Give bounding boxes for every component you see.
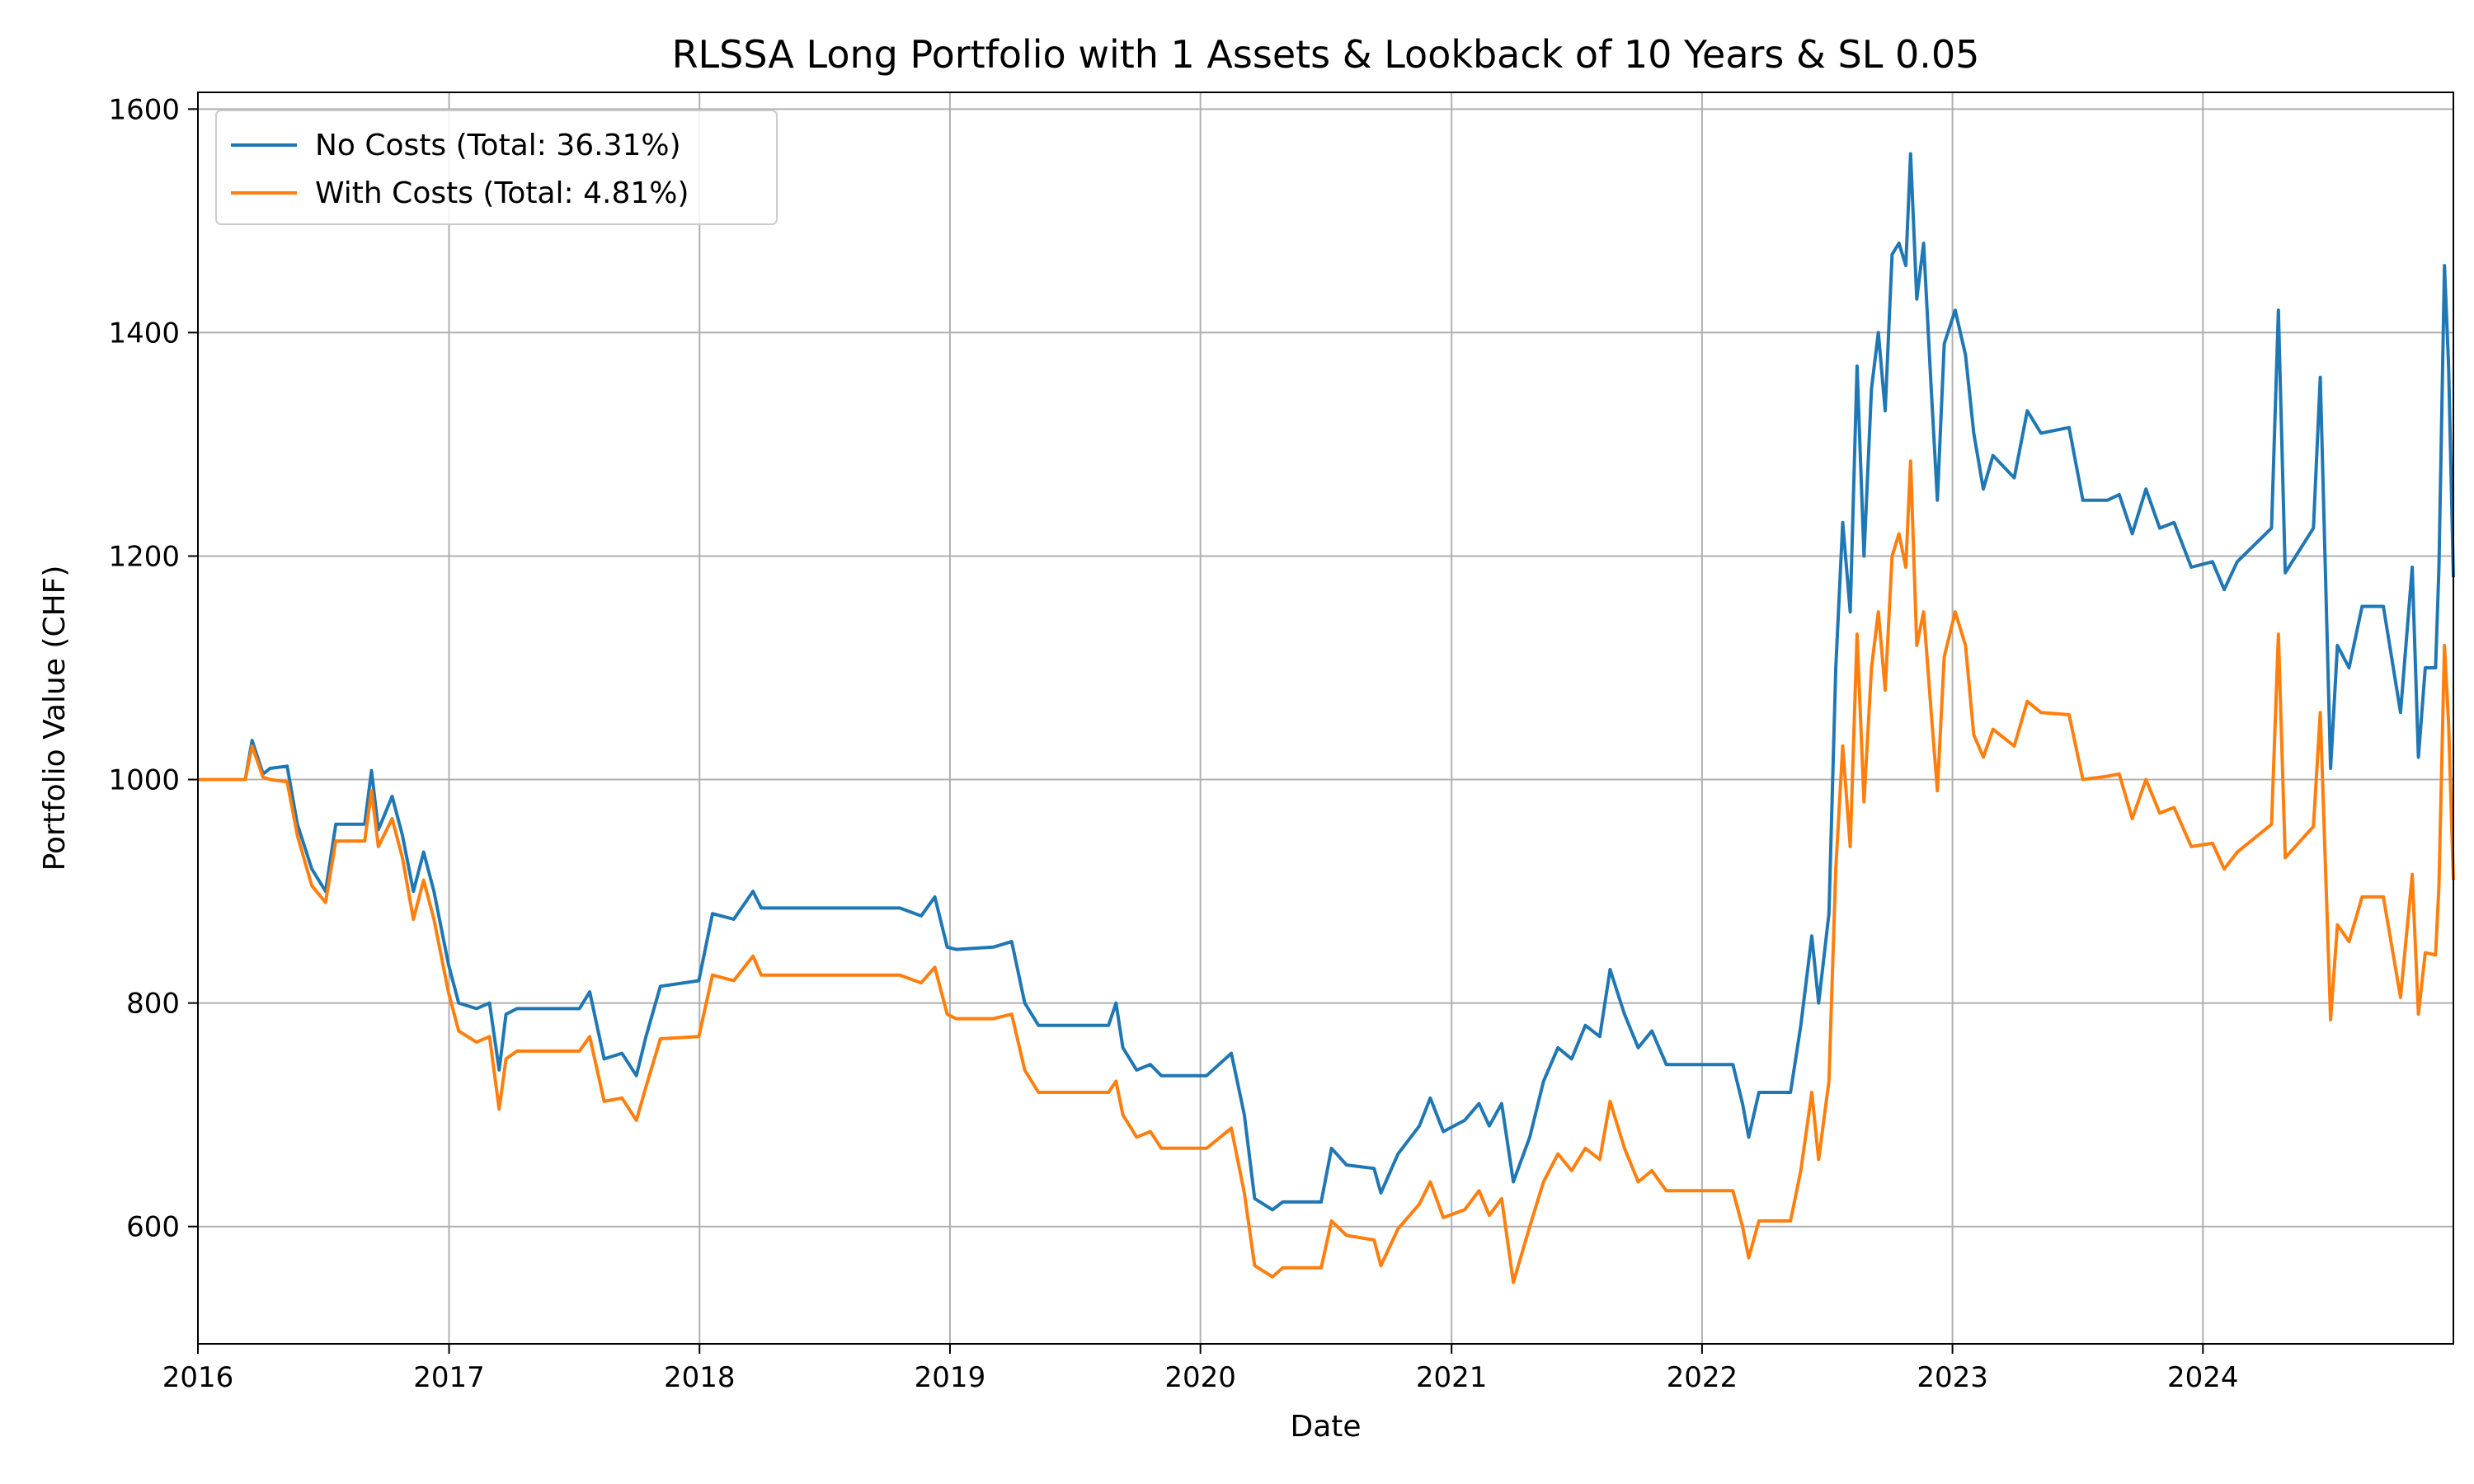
- series-line-no-costs: [198, 152, 2455, 1212]
- axis-ticks: 2016 2017 2018 2019 2020 2021 2022 2023 2024 600 8…: [108, 93, 2238, 1394]
- y-tick-label: 1200: [108, 540, 180, 573]
- x-tick-label: 2017: [413, 1361, 485, 1394]
- x-tick-label: 2018: [664, 1361, 736, 1394]
- series-line-with-costs: [198, 459, 2455, 1284]
- y-tick-label: 800: [126, 988, 180, 1021]
- x-tick-label: 2023: [1917, 1361, 1988, 1394]
- x-tick-label: 2024: [2167, 1361, 2239, 1394]
- y-axis-title: Portfolio Value (CHF): [38, 566, 72, 871]
- x-tick-label: 2016: [162, 1361, 234, 1394]
- x-tick-label: 2021: [1416, 1361, 1488, 1394]
- legend-label: With Costs (Total: 4.81%): [315, 176, 689, 210]
- y-tick-label: 1600: [108, 93, 180, 126]
- x-tick-label: 2020: [1164, 1361, 1236, 1394]
- x-axis-title: Date: [1290, 1410, 1361, 1444]
- grid: [197, 92, 2453, 1344]
- x-tick-label: 2019: [915, 1361, 986, 1394]
- y-tick-label: 1000: [108, 764, 180, 797]
- x-tick-label: 2022: [1667, 1361, 1738, 1394]
- y-tick-label: 600: [126, 1211, 180, 1244]
- y-tick-label: 1400: [108, 317, 180, 350]
- legend: No Costs (Total: 36.31%) With Costs (Tota…: [215, 110, 778, 225]
- legend-label: No Costs (Total: 36.31%): [315, 129, 681, 162]
- series-lines: [198, 152, 2455, 1284]
- legend-box: [215, 110, 778, 225]
- chart-title: RLSSA Long Portfolio with 1 Assets & Loo…: [672, 32, 1980, 77]
- plot-frame: [197, 92, 2454, 1345]
